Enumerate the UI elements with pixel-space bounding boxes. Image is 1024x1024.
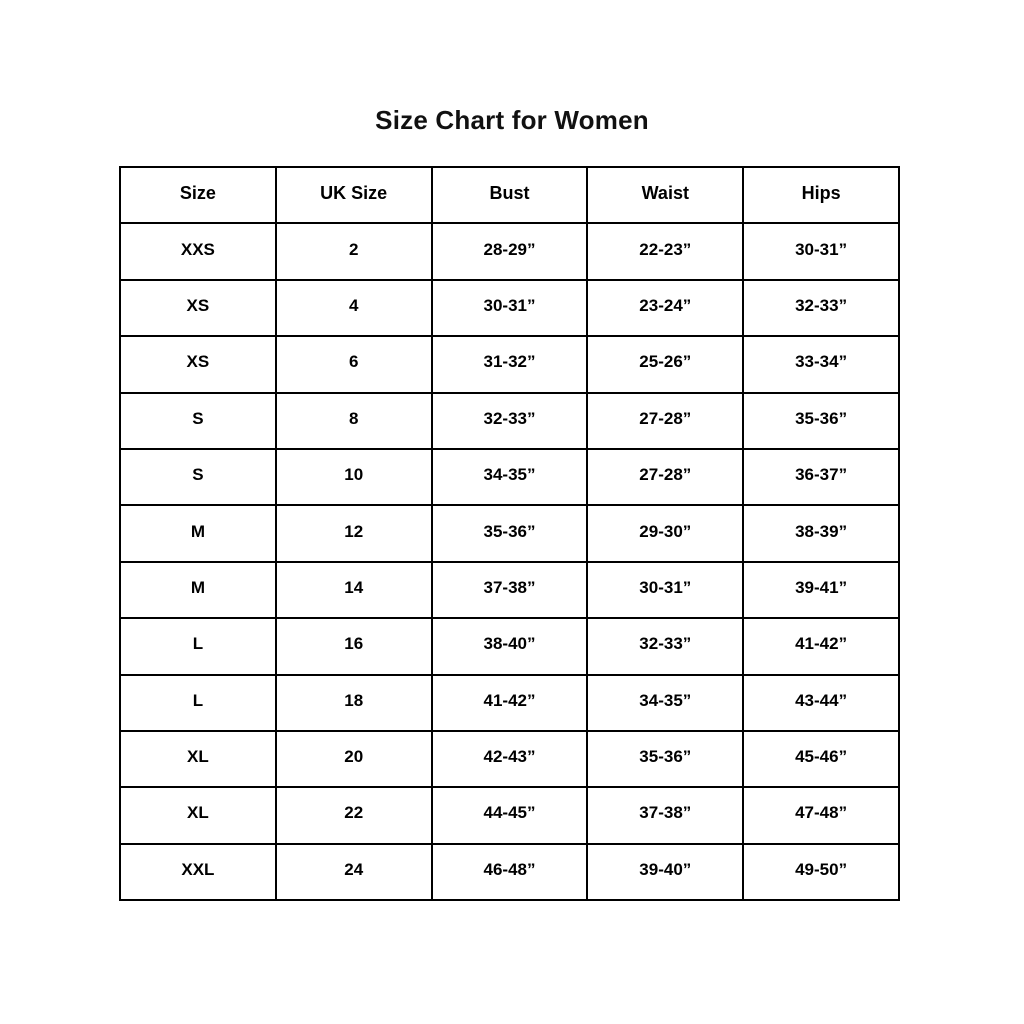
cell-uk-size: 24 [274,842,433,902]
cell-hips: 30-31” [742,222,900,281]
cell-size: M [119,504,277,563]
cell-waist: 25-26” [586,335,745,394]
cell-hips: 39-41” [742,560,900,620]
cell-hips: 38-39” [742,504,900,563]
table-row: XL 20 42-43” 35-36” 45-46” [119,729,900,789]
table-row: L 18 41-42” 34-35” 43-44” [119,673,900,732]
cell-size: XS [119,278,277,338]
cell-size: S [119,447,277,507]
cell-uk-size: 14 [274,560,433,620]
cell-uk-size: 4 [274,278,433,338]
cell-uk-size: 22 [274,786,433,845]
cell-bust: 38-40” [430,617,589,676]
cell-bust: 46-48” [430,842,589,902]
table-header: Size UK Size Bust Waist Hips [119,165,900,225]
cell-size: S [119,391,277,450]
cell-uk-size: 10 [274,447,433,507]
page-title: Size Chart for Women [375,105,649,135]
cell-hips: 43-44” [742,673,900,732]
cell-waist: 37-38” [586,786,745,845]
cell-uk-size: 8 [274,391,433,450]
cell-size: M [119,560,277,620]
cell-bust: 35-36” [430,504,589,563]
cell-waist: 35-36” [586,729,745,789]
table-row: M 14 37-38” 30-31” 39-41” [119,560,900,620]
cell-bust: 30-31” [430,278,589,338]
cell-waist: 34-35” [586,673,745,732]
cell-waist: 27-28” [586,391,745,450]
cell-bust: 28-29” [430,222,589,281]
cell-hips: 35-36” [742,391,900,450]
table-row: L 16 38-40” 32-33” 41-42” [119,617,900,676]
cell-size: L [119,617,277,676]
table-row: XXS 2 28-29” 22-23” 30-31” [119,222,900,281]
cell-hips: 41-42” [742,617,900,676]
cell-uk-size: 18 [274,673,433,732]
cell-size: XS [119,335,277,394]
cell-uk-size: 6 [274,335,433,394]
column-header-waist: Waist [586,165,745,225]
table-row: XS 6 31-32” 25-26” 33-34” [119,335,900,394]
cell-size: XL [119,786,277,845]
cell-size: XL [119,729,277,789]
cell-waist: 32-33” [586,617,745,676]
cell-waist: 30-31” [586,560,745,620]
column-header-bust: Bust [430,165,589,225]
cell-bust: 42-43” [430,729,589,789]
size-chart-table: Size UK Size Bust Waist Hips XXS 2 28-29” 22-23… [119,165,900,902]
cell-waist: 27-28” [586,447,745,507]
cell-hips: 49-50” [742,842,900,902]
table-row: XL 22 44-45” 37-38” 47-48” [119,786,900,845]
column-header-hips: Hips [742,165,900,225]
table-row: S 10 34-35” 27-28” 36-37” [119,447,900,507]
table-row: XS 4 30-31” 23-24” 32-33” [119,278,900,338]
column-header-uk-size: UK Size [274,165,433,225]
cell-size: L [119,673,277,732]
cell-uk-size: 12 [274,504,433,563]
table-body: XXS 2 28-29” 22-23” 30-31” XS 4 30-31” 23-24” 32-… [119,222,900,902]
cell-size: XXS [119,222,277,281]
table-row: M 12 35-36” 29-30” 38-39” [119,504,900,563]
table-header-row: Size UK Size Bust Waist Hips [119,165,900,225]
cell-bust: 34-35” [430,447,589,507]
cell-waist: 39-40” [586,842,745,902]
cell-waist: 23-24” [586,278,745,338]
cell-bust: 37-38” [430,560,589,620]
column-header-size: Size [119,165,277,225]
cell-bust: 44-45” [430,786,589,845]
cell-hips: 45-46” [742,729,900,789]
cell-size: XXL [119,842,277,902]
cell-hips: 32-33” [742,278,900,338]
cell-uk-size: 16 [274,617,433,676]
cell-bust: 31-32” [430,335,589,394]
table-row: XXL 24 46-48” 39-40” 49-50” [119,842,900,902]
cell-hips: 47-48” [742,786,900,845]
cell-waist: 29-30” [586,504,745,563]
cell-uk-size: 2 [274,222,433,281]
cell-waist: 22-23” [586,222,745,281]
table-row: S 8 32-33” 27-28” 35-36” [119,391,900,450]
cell-uk-size: 20 [274,729,433,789]
cell-bust: 32-33” [430,391,589,450]
cell-hips: 33-34” [742,335,900,394]
cell-hips: 36-37” [742,447,900,507]
cell-bust: 41-42” [430,673,589,732]
